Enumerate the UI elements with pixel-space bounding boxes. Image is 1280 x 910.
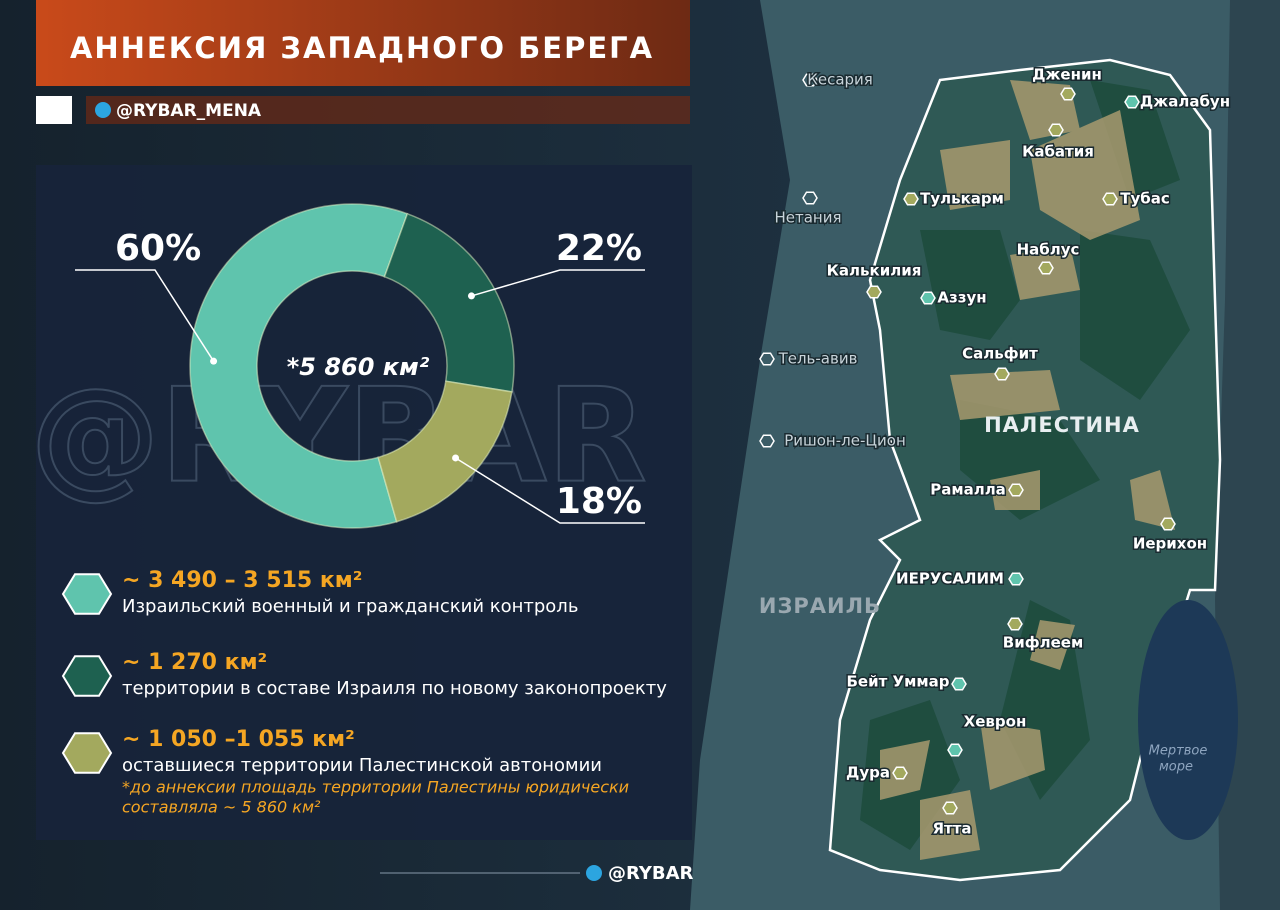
- donut-slice: [383, 212, 515, 393]
- city-label: Дура: [846, 764, 890, 782]
- city-marker: [942, 801, 958, 815]
- footnote: составляла ~ 5 860 км²: [122, 798, 321, 817]
- city-marker: [1008, 483, 1024, 497]
- city-label: Аззун: [937, 289, 986, 307]
- city-label: Ятта: [932, 820, 971, 838]
- legend-swatch: [61, 655, 113, 697]
- city-label: Наблус: [1017, 241, 1080, 259]
- donut-slice: [189, 203, 409, 529]
- region-label: ИЗРАИЛЬ: [759, 594, 881, 618]
- legend-description: Израильский военный и гражданский контро…: [122, 596, 578, 617]
- legend-swatch: [61, 573, 113, 615]
- legend-swatch: [61, 732, 113, 774]
- title: АННЕКСИЯ ЗАПАДНОГО БЕРЕГА: [70, 31, 654, 65]
- dead-sea: [1138, 600, 1238, 840]
- city-marker: [1124, 95, 1140, 109]
- city-marker: [759, 352, 775, 366]
- city-label: Сальфит: [962, 345, 1038, 363]
- telegram-icon: [586, 865, 602, 881]
- city-marker: [1048, 123, 1064, 137]
- city-label: Тубас: [1120, 190, 1170, 208]
- map: [690, 0, 1280, 910]
- city-marker: [1160, 517, 1176, 531]
- city-label: ИЕРУСАЛИМ: [896, 570, 1004, 588]
- city-marker: [1038, 261, 1054, 275]
- channel-bar: [86, 96, 690, 124]
- legend-area: ~ 1 050 –1 055 км²: [122, 727, 355, 752]
- sea-label: море: [1159, 760, 1193, 775]
- leader-line: [75, 269, 215, 362]
- footer: @RYBAR: [608, 863, 694, 884]
- center-label: *5 860 км²: [287, 353, 430, 381]
- leader-dot: [452, 454, 460, 462]
- palestinian-zones: [880, 80, 1175, 860]
- legend: ~ 3 490 – 3 515 км² Израильский военный и…: [61, 568, 667, 776]
- city-marker: [951, 677, 967, 691]
- city-label: Калькилия: [827, 262, 922, 280]
- legend-area: ~ 3 490 – 3 515 км²: [122, 568, 362, 593]
- legend-description: территории в составе Израиля по новому з…: [122, 678, 667, 699]
- city-label: Тулькарм: [920, 190, 1004, 208]
- value-label: 18%: [556, 481, 642, 522]
- city-label: Тель-авив: [778, 350, 858, 368]
- qr-code: [36, 96, 72, 124]
- legend-area: ~ 1 270 км²: [122, 650, 267, 675]
- city-marker: [802, 73, 818, 87]
- city-marker: [1102, 192, 1118, 206]
- footnote: *до аннексии площадь территории Палестин…: [122, 778, 629, 797]
- city-marker: [1008, 572, 1024, 586]
- leader-line: [455, 457, 645, 524]
- city-label: Вифлеем: [1003, 634, 1083, 652]
- city-marker: [903, 192, 919, 206]
- city-marker: [920, 291, 936, 305]
- leader-dot: [467, 292, 475, 300]
- city-marker: [994, 367, 1010, 381]
- city-marker: [866, 285, 882, 299]
- city-label: Дженин: [1032, 66, 1102, 84]
- city-label: Иерихон: [1133, 535, 1207, 553]
- donut-chart: 60% 22% 18% *5 860 км²: [75, 203, 645, 529]
- leader-dot: [210, 357, 218, 365]
- city-marker: [759, 434, 775, 448]
- city-label: Ришон-ле-Цион: [784, 432, 906, 450]
- city-label: Нетания: [774, 209, 841, 227]
- city-marker: [802, 191, 818, 205]
- city-label: Кабатия: [1022, 143, 1094, 161]
- map-labels: Кесария Дженин Джалабун Кабатия Тулькарм Туба…: [759, 64, 1232, 839]
- city-marker: [1060, 87, 1076, 101]
- header: [36, 0, 690, 86]
- value-label: 22%: [556, 228, 642, 269]
- city-marker: [1007, 617, 1023, 631]
- sea-label: Мертвое: [1149, 744, 1208, 759]
- city-marker: [947, 743, 963, 757]
- city-marker: [892, 766, 908, 780]
- city-label: Джалабун: [1140, 93, 1230, 111]
- region-label: ПАЛЕСТИНА: [984, 413, 1140, 437]
- city-label: Бейт Уммар: [847, 673, 950, 691]
- value-label: 60%: [115, 228, 201, 269]
- city-label: Рамалла: [930, 481, 1006, 499]
- city-label: Кесария: [807, 71, 873, 89]
- donut-slice: [377, 380, 513, 523]
- channel: @RYBAR_MENA: [116, 101, 262, 121]
- city-label: Хеврон: [964, 713, 1027, 731]
- telegram-icon: [95, 102, 111, 118]
- leader-line: [471, 269, 645, 297]
- legend-description: оставшиеся территории Палестинской автон…: [122, 755, 602, 776]
